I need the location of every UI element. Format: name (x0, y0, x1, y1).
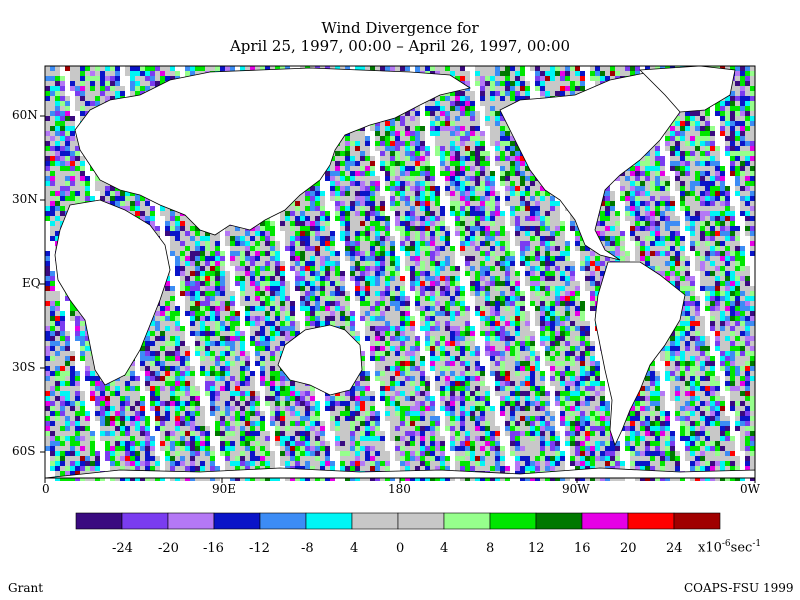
lat-label-60s: 60S (12, 444, 36, 458)
lon-label-0w: 0W (740, 482, 760, 496)
author-credit: Grant (8, 581, 44, 595)
colorbar-swatch (535, 512, 583, 530)
lon-label-180: 180 (388, 482, 411, 496)
colorbar-swatch (213, 512, 261, 530)
colorbar-label: 16 (574, 541, 591, 556)
colorbar-swatch (351, 512, 399, 530)
colorbar-swatch (443, 512, 491, 530)
colorbar-swatch (673, 512, 721, 530)
lat-label-30n: 30N (12, 192, 38, 206)
colorbar-label: 8 (486, 541, 495, 556)
colorbar-label: 20 (620, 541, 637, 556)
colorbar-label: 24 (666, 541, 683, 556)
eurasia (74, 67, 472, 236)
colorbar-units: x10-6sec-1 (698, 539, 762, 556)
lat-label-30s: 30S (12, 360, 36, 374)
colorbar-label: -20 (158, 541, 179, 556)
colorbar-label: 12 (528, 541, 545, 556)
lon-label-90e: 90E (212, 482, 237, 496)
colorbar-label: 4 (350, 541, 359, 556)
colorbar-swatch (581, 512, 629, 530)
lat-label-60n: 60N (12, 108, 38, 122)
colorbar-label: 0 (396, 541, 405, 556)
colorbar-label: -16 (203, 541, 224, 556)
colorbar (75, 512, 721, 530)
map-title-line2: April 25, 1997, 00:00 – April 26, 1997, … (229, 37, 571, 55)
colorbar-label: 4 (440, 541, 449, 556)
colorbar-label: -8 (301, 541, 314, 556)
colorbar-swatch (121, 512, 169, 530)
lon-label-0: 0 (42, 482, 50, 496)
colorbar-swatch (167, 512, 215, 530)
colorbar-swatch (489, 512, 537, 530)
continents (44, 65, 756, 479)
south-america (594, 261, 686, 447)
lat-label-eq: EQ (22, 276, 41, 290)
colorbar-swatch (259, 512, 307, 530)
greenland (639, 65, 736, 113)
lon-label-90w: 90W (562, 482, 590, 496)
colorbar-swatch (627, 512, 675, 530)
colorbar-label: -24 (112, 541, 133, 556)
org-credit: COAPS-FSU 1999 (684, 581, 794, 595)
colorbar-swatch (305, 512, 353, 530)
colorbar-label: -12 (249, 541, 270, 556)
africa (54, 199, 171, 386)
map-title-line1: Wind Divergence for (321, 19, 479, 37)
colorbar-swatch (397, 512, 445, 530)
australia (277, 324, 363, 396)
colorbar-swatch (75, 512, 123, 530)
